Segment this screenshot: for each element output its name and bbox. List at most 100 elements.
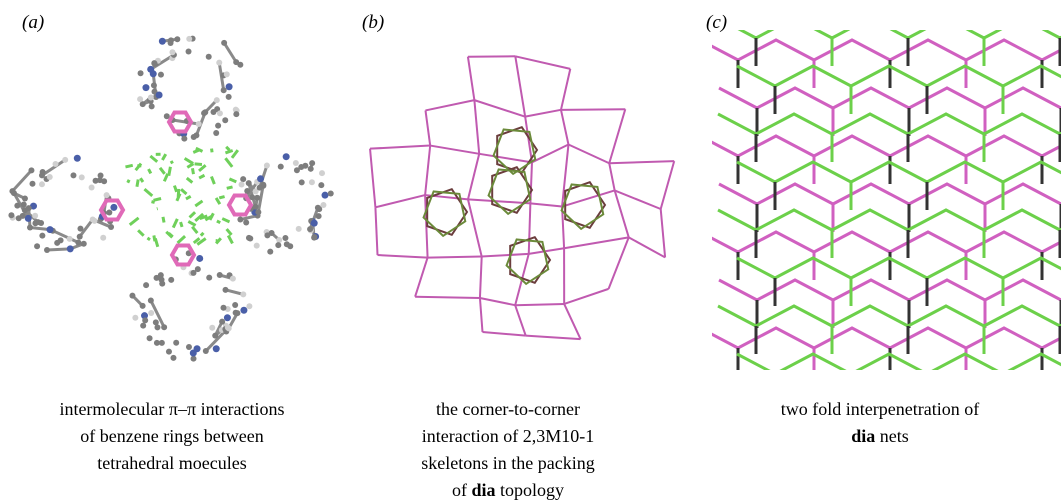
bond — [219, 197, 224, 198]
edge — [530, 203, 562, 206]
bond — [150, 156, 157, 162]
artwork — [8, 18, 1061, 424]
atom — [293, 160, 299, 166]
atom — [32, 213, 38, 219]
atom — [217, 110, 223, 116]
atom — [284, 241, 290, 247]
bond — [136, 164, 141, 171]
molecule — [8, 155, 117, 253]
edge — [375, 207, 377, 255]
caption-text: interaction of 2,3M10-1 — [422, 426, 594, 446]
edge — [515, 56, 525, 116]
atom — [158, 272, 164, 278]
edge — [370, 146, 430, 149]
atom — [106, 210, 112, 216]
atom — [234, 310, 240, 316]
edge — [609, 161, 674, 163]
bond — [201, 233, 204, 236]
atom — [240, 307, 247, 314]
bond — [222, 219, 229, 222]
bond — [144, 189, 152, 196]
caption-text: of — [452, 480, 472, 500]
atom — [143, 282, 149, 288]
bond — [162, 154, 165, 160]
edge — [482, 332, 525, 336]
caption-line: the corner-to-corner — [436, 399, 580, 419]
atom — [209, 325, 215, 331]
bond — [171, 161, 172, 164]
atom — [75, 239, 81, 245]
atom — [282, 235, 288, 241]
bond — [185, 158, 194, 163]
atom — [148, 310, 154, 316]
atom — [46, 226, 53, 233]
skeleton — [510, 237, 550, 283]
atom — [275, 242, 281, 248]
atom — [39, 181, 45, 187]
bond — [140, 178, 143, 182]
edge — [629, 237, 665, 257]
atom — [252, 204, 258, 210]
atom — [27, 225, 33, 231]
zigzag — [737, 354, 1061, 374]
atom — [212, 333, 218, 339]
bond — [130, 218, 139, 225]
atom — [186, 49, 192, 55]
atom — [221, 87, 227, 93]
central-molecule — [125, 147, 237, 247]
edge — [480, 257, 482, 298]
bond — [166, 232, 172, 238]
bond — [193, 150, 198, 152]
atom — [224, 71, 230, 77]
edge — [415, 258, 427, 297]
caption-text: dia — [851, 426, 875, 446]
atom — [226, 83, 233, 90]
edge — [425, 146, 430, 195]
bond — [149, 169, 151, 173]
atom — [202, 109, 208, 115]
caption-line: interaction of 2,3M10-1 — [422, 426, 594, 446]
bond — [228, 235, 232, 243]
benzene-ring — [229, 195, 251, 214]
caption-line: skeletons in the packing — [421, 453, 594, 473]
bond — [210, 213, 213, 220]
atom — [309, 179, 315, 185]
atom — [26, 205, 32, 211]
atom — [77, 234, 83, 240]
edge — [609, 163, 614, 190]
caption-line: of dia topology — [452, 480, 564, 500]
atom — [257, 175, 264, 182]
edge — [661, 161, 674, 209]
net-c — [700, 18, 1061, 424]
atom — [316, 213, 322, 219]
bond — [128, 180, 129, 183]
atom — [221, 40, 227, 46]
atom — [206, 54, 212, 60]
atom — [161, 324, 167, 330]
atom — [39, 233, 45, 239]
molecule — [129, 250, 252, 361]
atom — [311, 220, 318, 227]
caption-line: of benzene rings between — [80, 426, 263, 446]
atom — [220, 305, 226, 311]
zigzag — [737, 258, 1061, 278]
atom — [213, 345, 220, 352]
edge — [561, 109, 625, 110]
atom — [70, 172, 76, 178]
figure: (a) (b) (c) intermolecular π–π interacti… — [0, 0, 1061, 504]
bond — [195, 201, 202, 206]
edge — [468, 199, 530, 203]
atom — [151, 60, 157, 66]
skeleton — [489, 169, 531, 213]
atom — [237, 217, 243, 223]
bond — [192, 168, 193, 174]
atom — [240, 176, 246, 182]
atom — [246, 303, 252, 309]
atom — [322, 192, 329, 199]
skeleton — [565, 182, 605, 228]
caption-text: skeletons in the packing — [421, 453, 594, 473]
caption-text: of benzene rings between — [80, 426, 263, 446]
atom — [267, 249, 273, 255]
bond — [217, 221, 220, 223]
atom — [137, 96, 143, 102]
